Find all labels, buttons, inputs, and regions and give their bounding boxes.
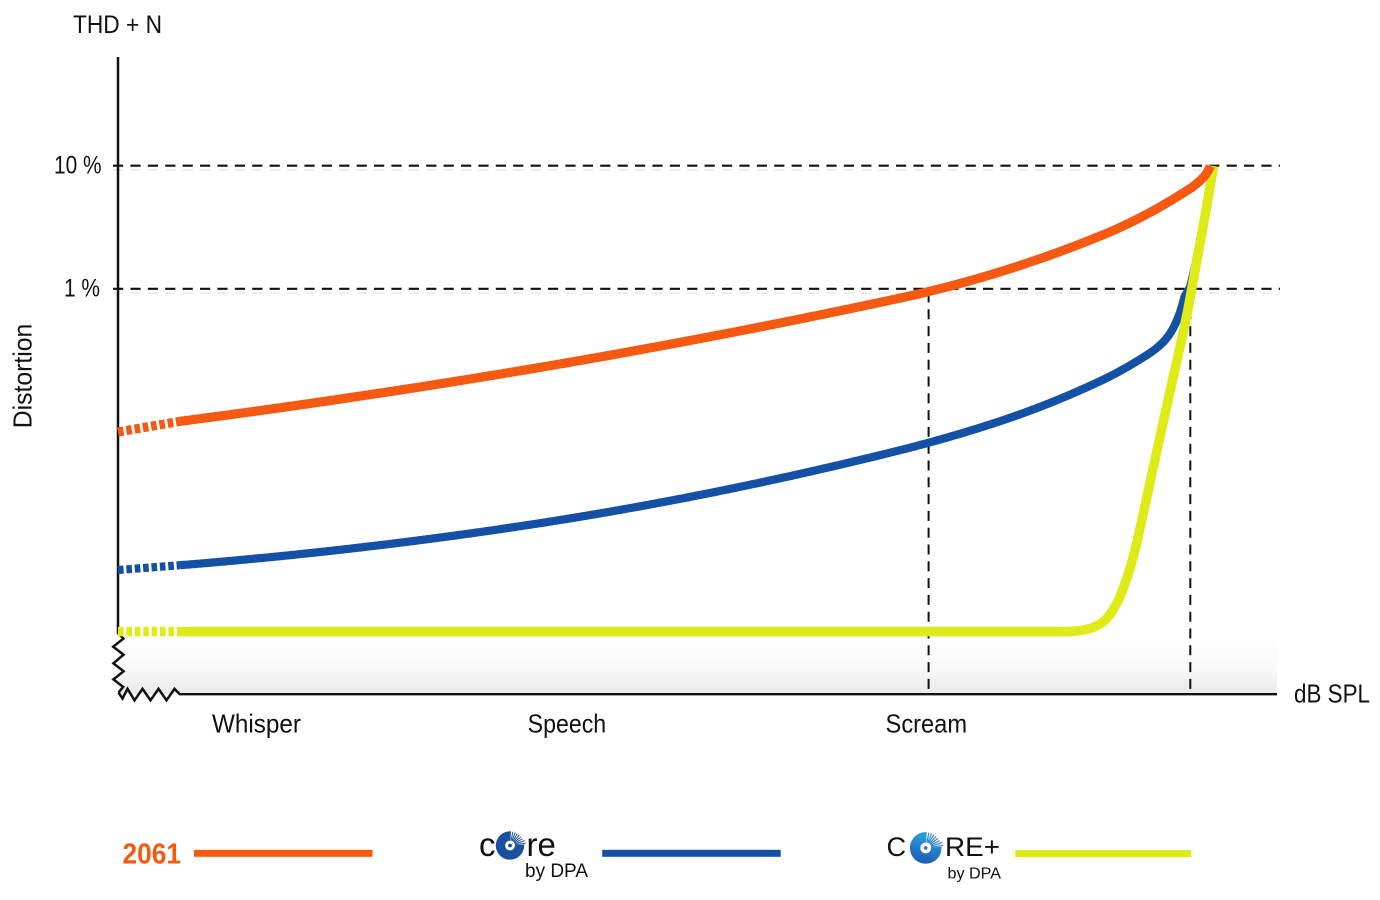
svg-text:1 %: 1 % (64, 275, 100, 303)
svg-text:Scream: Scream (886, 709, 968, 739)
svg-text:by DPA: by DPA (948, 866, 1002, 883)
svg-text:Speech: Speech (528, 709, 607, 739)
svg-text:RE+: RE+ (945, 832, 1000, 862)
svg-text:THD + N: THD + N (73, 11, 162, 39)
svg-text:Whisper: Whisper (212, 709, 301, 739)
svg-text:Distortion: Distortion (8, 324, 38, 429)
svg-text:C: C (887, 832, 907, 862)
svg-text:c: c (479, 826, 496, 863)
svg-text:dB SPL: dB SPL (1294, 679, 1370, 709)
svg-text:2061: 2061 (123, 839, 182, 871)
svg-text:10 %: 10 % (54, 152, 102, 180)
svg-text:re: re (527, 826, 556, 863)
svg-text:by DPA: by DPA (525, 861, 588, 882)
